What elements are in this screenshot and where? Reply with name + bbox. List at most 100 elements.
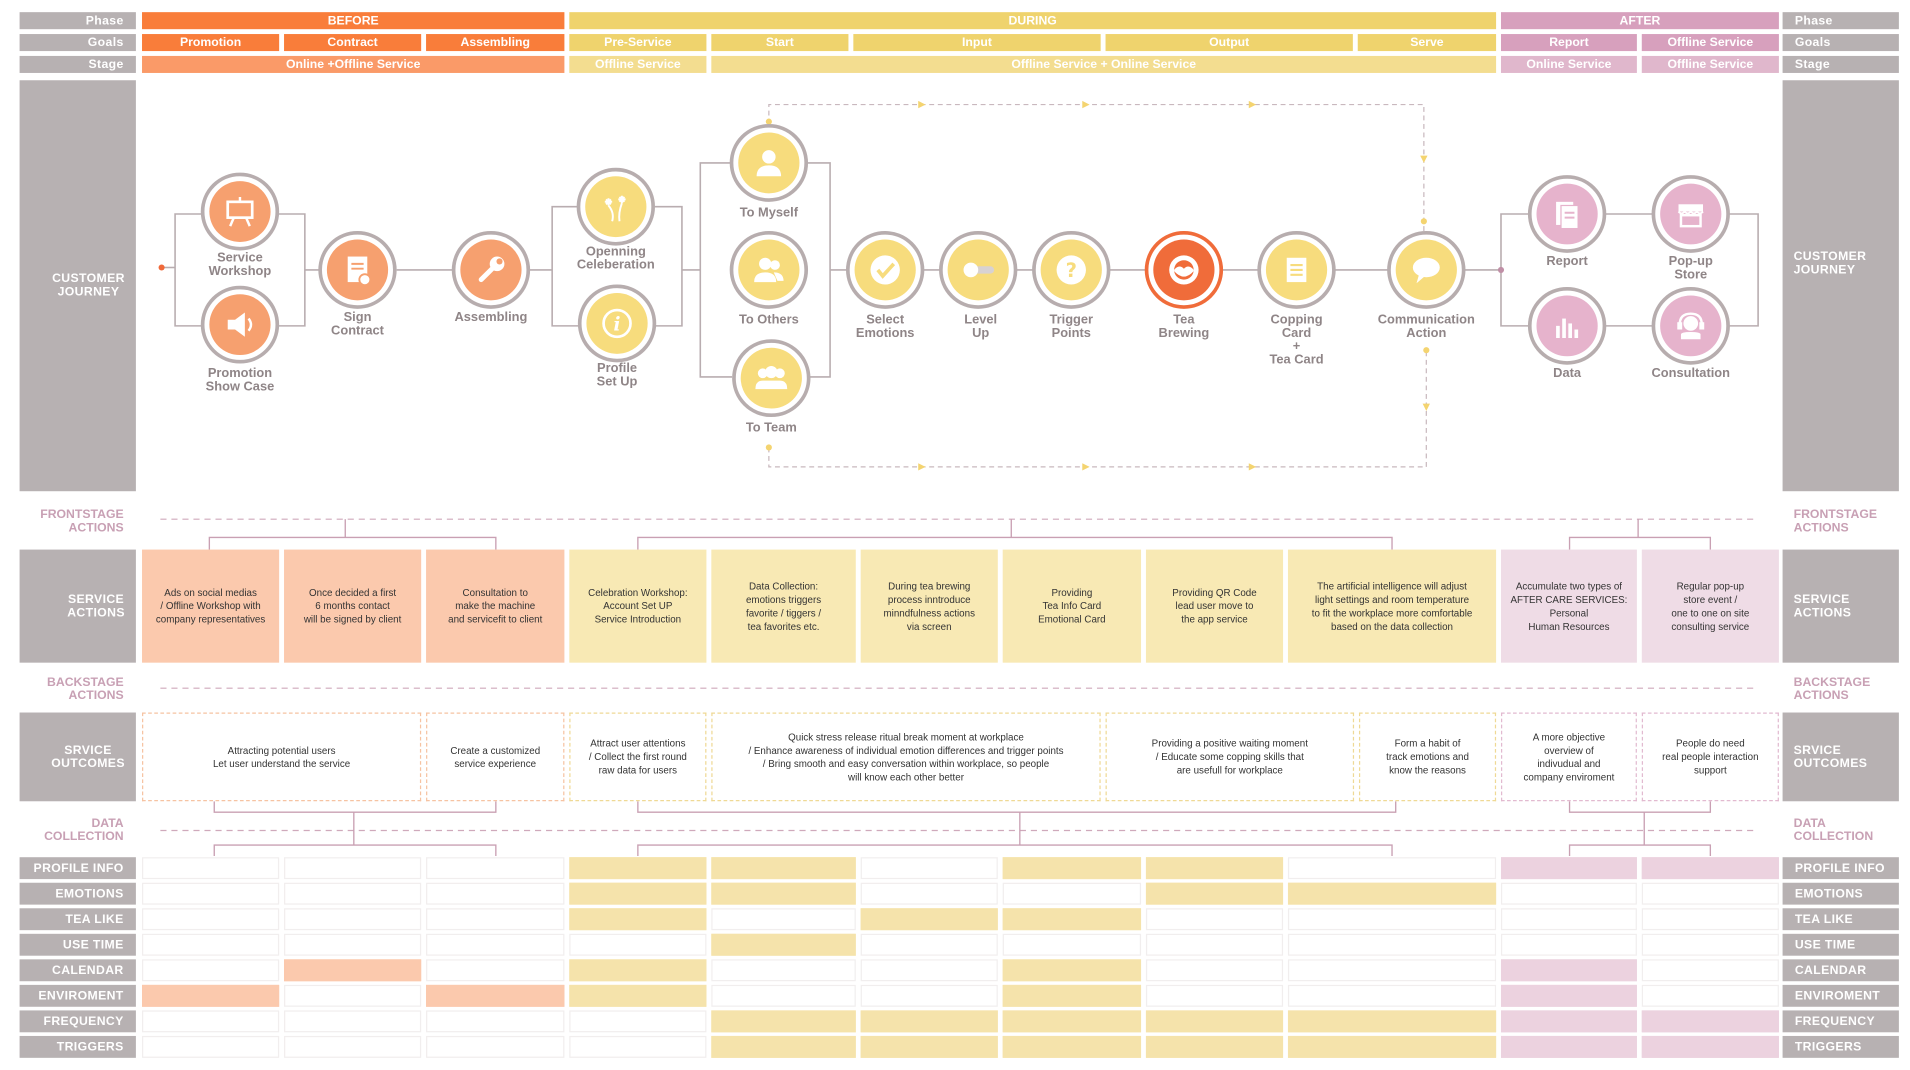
label-tea-brewing: Tea Brewing xyxy=(1158,312,1210,341)
node-report xyxy=(1527,175,1607,253)
service-action-data-collection: Data Collection: emotions triggers favor… xyxy=(711,549,856,663)
label-promotion-show-case: Promotion Show Case xyxy=(205,365,275,394)
data-cell xyxy=(284,959,422,982)
data-cell xyxy=(569,933,707,956)
data-cell xyxy=(1500,1010,1637,1033)
label-to-team: To Team xyxy=(745,420,797,436)
data-cell xyxy=(1002,1035,1142,1058)
label-level-up: Level Up xyxy=(964,312,998,341)
data-cell xyxy=(1287,882,1497,905)
node-openning-celeberation xyxy=(576,167,656,246)
data-cell xyxy=(569,882,707,905)
row-label-goals: Goals xyxy=(19,34,136,52)
data-cell xyxy=(569,959,707,982)
data-cell xyxy=(860,1010,998,1033)
data-row-label: USE TIME xyxy=(19,933,136,956)
data-row-label: ENVIROMENT xyxy=(19,984,136,1007)
phase-during: DURING xyxy=(569,12,1497,30)
data-cell xyxy=(860,959,998,982)
data-cell xyxy=(860,984,998,1007)
label-select-emotions: Select Emotions xyxy=(855,312,915,341)
node-copping-card xyxy=(1257,231,1336,309)
goal-offline-service: Offline Service xyxy=(1641,34,1779,52)
phase-after: AFTER xyxy=(1500,12,1779,30)
section-label-frontstage-right: FRONTSTAGE ACTIONS xyxy=(1793,508,1878,535)
data-cell xyxy=(711,984,856,1007)
label-consultation: Consultation xyxy=(1651,365,1731,381)
data-cell xyxy=(1641,857,1779,880)
data-cell xyxy=(1500,882,1637,905)
outcome-real-people: People do need real people interaction s… xyxy=(1641,712,1779,802)
data-cell xyxy=(711,1035,856,1058)
data-cell xyxy=(711,933,856,956)
data-cell xyxy=(1641,933,1779,956)
data-cell xyxy=(142,959,280,982)
data-cell xyxy=(711,882,856,905)
node-service-workshop xyxy=(200,172,280,251)
data-cell xyxy=(1287,933,1497,956)
service-action-tea-info: Providing Tea Info Card Emotional Card xyxy=(1002,549,1142,663)
data-cell xyxy=(1287,1010,1497,1033)
data-row-label: CALENDAR xyxy=(19,959,136,982)
outcome-habit: Form a habit of track emotions and know … xyxy=(1358,712,1497,802)
data-cell xyxy=(1641,1035,1779,1058)
data-cell xyxy=(1002,857,1142,880)
data-cell xyxy=(1500,959,1637,982)
data-cell xyxy=(1500,984,1637,1007)
label-communication-action: Communication Action xyxy=(1377,312,1475,341)
node-communication-action xyxy=(1387,231,1466,309)
label-data: Data xyxy=(1553,365,1582,381)
wrench-icon xyxy=(478,256,505,283)
node-data xyxy=(1527,286,1607,365)
section-label-data-collection: DATA COLLECTION xyxy=(44,817,124,844)
label-to-others: To Others xyxy=(738,312,799,328)
data-cell xyxy=(569,984,707,1007)
node-to-others xyxy=(729,231,809,309)
data-cell xyxy=(1641,959,1779,982)
data-cell xyxy=(142,1035,280,1058)
data-row-label-right: FREQUENCY xyxy=(1782,1010,1899,1033)
row-label-phase: Phase xyxy=(19,12,136,30)
data-row-label: EMOTIONS xyxy=(19,882,136,905)
label-report: Report xyxy=(1546,254,1588,269)
label-assembling: Assembling xyxy=(454,310,528,325)
data-cell xyxy=(1145,908,1284,931)
data-row-label-right: TEA LIKE xyxy=(1782,908,1899,931)
label-trigger-points: Trigger Points xyxy=(1049,312,1094,341)
data-cell xyxy=(1002,933,1142,956)
data-cell xyxy=(1145,984,1284,1007)
stage-online-offline: Online +Offline Service xyxy=(142,55,565,73)
node-assembling xyxy=(451,231,531,309)
data-cell xyxy=(142,933,280,956)
node-level-up xyxy=(939,231,1018,309)
data-cell xyxy=(1500,908,1637,931)
data-cell xyxy=(426,1035,565,1058)
data-cell xyxy=(426,908,565,931)
data-cell xyxy=(284,1035,422,1058)
stage-online: Online Service xyxy=(1500,55,1637,73)
data-cell xyxy=(569,1010,707,1033)
data-cell xyxy=(1641,882,1779,905)
data-cell xyxy=(1002,959,1142,982)
report-icon xyxy=(1556,201,1579,230)
row-label-phase-right: Phase xyxy=(1782,12,1899,30)
bar-chart-icon xyxy=(1556,318,1579,339)
goal-input: Input xyxy=(853,34,1101,52)
data-cell xyxy=(142,908,280,931)
headset-icon xyxy=(1677,312,1705,340)
section-label-backstage-right: BACKSTAGE ACTIONS xyxy=(1793,676,1871,703)
data-row-label: TRIGGERS xyxy=(19,1035,136,1058)
label-copping-card: Copping Card + Tea Card xyxy=(1269,312,1324,368)
node-sign-contract xyxy=(318,231,397,309)
outcome-attract-attention: Attract user attentions / Collect the fi… xyxy=(569,712,707,802)
data-row-label-right: PROFILE INFO xyxy=(1782,857,1899,880)
service-action-qr-code: Providing QR Code lead user move to the … xyxy=(1145,549,1284,663)
stage-offline: Offline Service xyxy=(569,55,707,73)
goal-serve: Serve xyxy=(1357,34,1497,52)
service-action-consultation: Consultation to make the machine and ser… xyxy=(426,549,565,663)
data-cell xyxy=(426,1010,565,1033)
data-row-label-right: EMOTIONS xyxy=(1782,882,1899,905)
data-cell xyxy=(1002,1010,1142,1033)
data-cell xyxy=(1002,908,1142,931)
data-cell xyxy=(284,1010,422,1033)
